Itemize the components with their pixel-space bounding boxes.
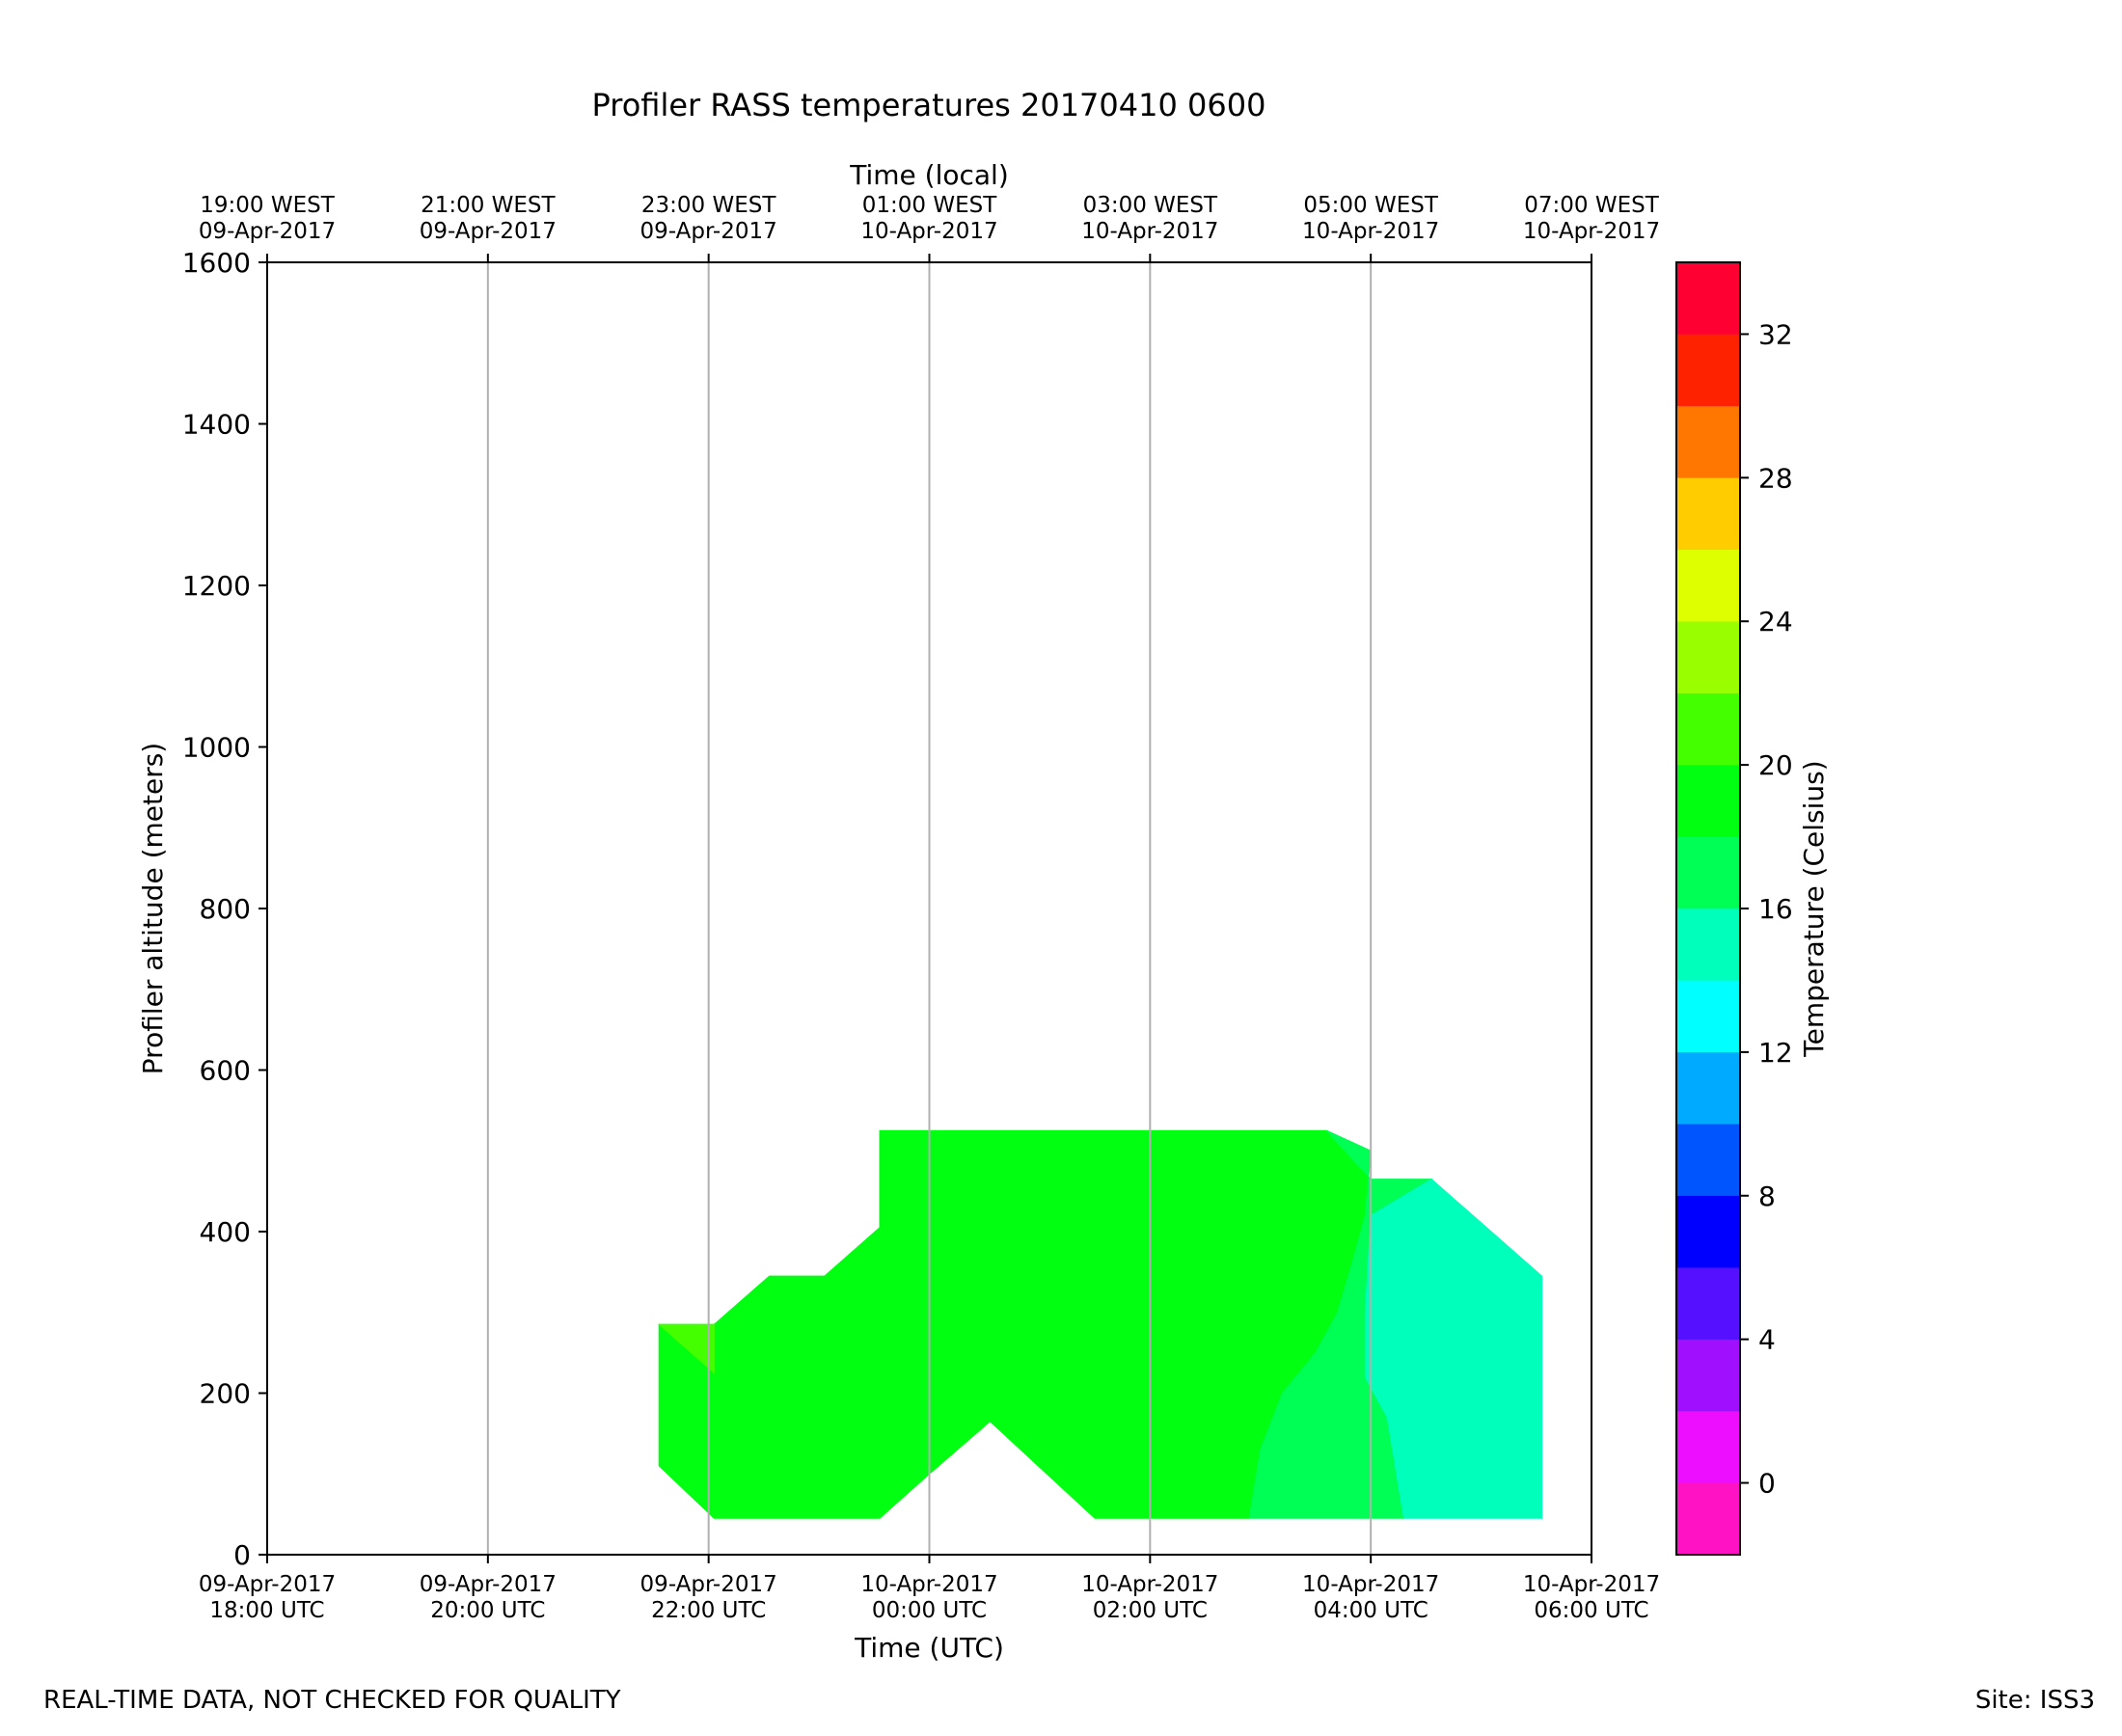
x2-tick-label-time: 23:00 WEST (641, 193, 776, 218)
x-tick-label-time: 20:00 UTC (430, 1598, 545, 1623)
colorbar-level (1675, 1339, 1741, 1412)
colorbar-level (1675, 1195, 1741, 1268)
y-tick-label: 400 (200, 1216, 251, 1248)
colorbar-level (1675, 334, 1741, 407)
colorbar-tick-label: 32 (1758, 318, 1793, 350)
colorbar-level (1675, 980, 1741, 1053)
x-tick-label-date: 09-Apr-2017 (420, 1572, 557, 1597)
colorbar-level (1675, 836, 1741, 909)
x-tick-label-time: 06:00 UTC (1534, 1598, 1648, 1623)
x-tick-label-date: 10-Apr-2017 (1302, 1572, 1439, 1597)
y-tick-label: 800 (200, 893, 251, 925)
x-tick-label-date: 09-Apr-2017 (199, 1572, 336, 1597)
y-tick-label: 1000 (182, 732, 251, 764)
x-tick-label-date: 10-Apr-2017 (1523, 1572, 1660, 1597)
x-tick-label-time: 22:00 UTC (651, 1598, 766, 1623)
y-tick-label: 1200 (182, 570, 251, 602)
x-tick-label-time: 18:00 UTC (209, 1598, 324, 1623)
colorbar-level (1675, 261, 1741, 335)
x2-tick-label-date: 09-Apr-2017 (420, 219, 557, 244)
colorbar-level (1675, 477, 1741, 551)
y-axis-label: Profiler altitude (meters) (137, 743, 169, 1074)
colorbar-tick-label: 8 (1758, 1180, 1776, 1212)
colorbar-level (1675, 764, 1741, 837)
colorbar-level (1675, 1482, 1741, 1556)
contour-region-14-16 (1364, 1178, 1542, 1519)
data-quality-note: REAL-TIME DATA, NOT CHECKED FOR QUALITY (43, 1686, 621, 1715)
x-tick-label-time: 00:00 UTC (872, 1598, 987, 1623)
colorbar-tick-label: 4 (1758, 1324, 1776, 1356)
x2-tick-label-date: 10-Apr-2017 (860, 219, 997, 244)
colorbar-tick-label: 20 (1758, 749, 1793, 781)
colorbar-level (1675, 1266, 1741, 1340)
x2-axis-label: Time (local) (849, 159, 1009, 191)
x-tick-label-date: 10-Apr-2017 (860, 1572, 997, 1597)
y-tick-label: 0 (233, 1539, 251, 1571)
contour-region-20-22 (657, 1323, 715, 1374)
x2-tick-label-time: 05:00 WEST (1303, 193, 1438, 218)
chart-title: Profiler RASS temperatures 20170410 0600 (592, 87, 1266, 123)
x2-tick-label-time: 21:00 WEST (421, 193, 556, 218)
x2-tick-label-date: 10-Apr-2017 (1081, 219, 1218, 244)
colorbar-level (1675, 908, 1741, 981)
site-label: Site: ISS3 (1974, 1686, 2095, 1715)
x-tick-label-time: 02:00 UTC (1093, 1598, 1208, 1623)
colorbar-tick-label: 28 (1758, 462, 1793, 494)
x2-tick-label-date: 10-Apr-2017 (1302, 219, 1439, 244)
colorbar-level (1675, 1051, 1741, 1125)
colorbar-level (1675, 620, 1741, 693)
x2-tick-label-time: 01:00 WEST (862, 193, 997, 218)
x2-tick-label-time: 19:00 WEST (200, 193, 335, 218)
y-tick-label: 600 (200, 1055, 251, 1087)
colorbar-tick-label: 16 (1758, 893, 1793, 925)
x2-tick-label-time: 07:00 WEST (1524, 193, 1659, 218)
colorbar-tick-label: 24 (1758, 606, 1793, 637)
x2-tick-label-date: 09-Apr-2017 (199, 219, 336, 244)
colorbar-tick-label: 0 (1758, 1468, 1776, 1500)
y-tick-label: 1400 (182, 409, 251, 441)
y-tick-label: 1600 (182, 247, 251, 279)
x-tick-label-time: 04:00 UTC (1314, 1598, 1428, 1623)
colorbar-tick-label: 12 (1758, 1037, 1793, 1069)
colorbar-level (1675, 405, 1741, 478)
colorbar-label: Temperature (Celsius) (1798, 760, 1830, 1057)
x-tick-label-date: 10-Apr-2017 (1081, 1572, 1218, 1597)
colorbar-level (1675, 549, 1741, 622)
colorbar-level (1675, 1410, 1741, 1483)
x2-tick-label-date: 10-Apr-2017 (1523, 219, 1660, 244)
x-axis-label: Time (UTC) (854, 1632, 1004, 1664)
colorbar-level (1675, 692, 1741, 766)
x-tick-label-date: 09-Apr-2017 (640, 1572, 777, 1597)
x2-tick-label-date: 09-Apr-2017 (640, 219, 777, 244)
x2-tick-label-time: 03:00 WEST (1083, 193, 1218, 218)
y-tick-label: 200 (200, 1378, 251, 1410)
colorbar-level (1675, 1124, 1741, 1197)
